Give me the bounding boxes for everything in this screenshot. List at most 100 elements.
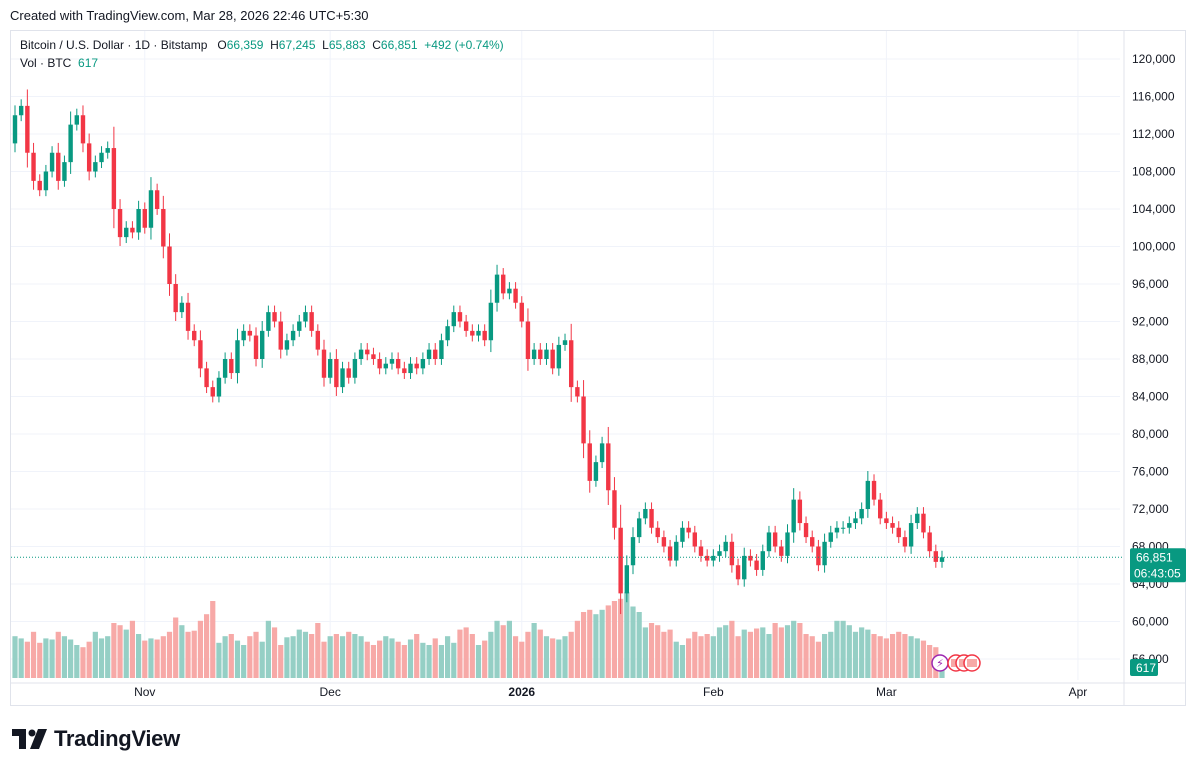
candle-body bbox=[550, 349, 555, 369]
x-tick-label: Feb bbox=[703, 685, 724, 699]
lightning-glyph-icon: ⚡ bbox=[936, 657, 944, 670]
volume-bar bbox=[778, 627, 784, 678]
volume-bar bbox=[210, 601, 216, 678]
candle-body bbox=[711, 555, 716, 561]
candle-body bbox=[476, 330, 481, 336]
candle-body bbox=[222, 359, 228, 378]
x-tick-label: 2026 bbox=[508, 685, 535, 699]
candle-body bbox=[742, 555, 747, 580]
candle-body bbox=[161, 209, 166, 247]
volume-bar bbox=[179, 625, 185, 678]
candle-body bbox=[779, 546, 784, 556]
candle-body bbox=[562, 340, 568, 345]
candle-body bbox=[519, 302, 524, 322]
candle-body bbox=[445, 326, 450, 341]
volume-bar bbox=[735, 636, 741, 678]
volume-bar bbox=[927, 645, 933, 678]
candle-body bbox=[266, 312, 271, 331]
volume-bar bbox=[791, 620, 797, 678]
candle-body bbox=[636, 518, 642, 538]
candle-body bbox=[896, 527, 901, 538]
candle-body bbox=[556, 344, 562, 369]
volume-bar bbox=[902, 634, 908, 678]
candle-body bbox=[698, 546, 704, 556]
candle-body bbox=[735, 565, 741, 580]
candle-body bbox=[686, 527, 691, 533]
candle-body bbox=[927, 532, 932, 552]
volume-bar bbox=[723, 625, 729, 678]
change-value: +492 (+0.74%) bbox=[424, 38, 504, 52]
volume-bar bbox=[593, 614, 599, 678]
volume-bar bbox=[68, 639, 74, 678]
volume-bar bbox=[389, 638, 395, 678]
volume-bar bbox=[49, 639, 55, 678]
volume-bar bbox=[407, 639, 414, 678]
candle-body bbox=[402, 368, 407, 374]
volume-bar bbox=[86, 641, 92, 678]
candle-body bbox=[80, 115, 86, 144]
high-label: H bbox=[270, 38, 279, 52]
volume-bar bbox=[438, 645, 445, 678]
candle-body bbox=[643, 509, 648, 519]
candle-body bbox=[260, 330, 265, 359]
candle-body bbox=[593, 462, 599, 481]
y-tick-label: 88,000 bbox=[1132, 352, 1169, 366]
candle-body bbox=[692, 532, 697, 547]
candle-body bbox=[420, 359, 426, 369]
candle-body bbox=[451, 312, 456, 327]
candle-body bbox=[840, 527, 846, 529]
y-tick-label: 60,000 bbox=[1132, 615, 1169, 629]
open-label: O bbox=[217, 38, 227, 52]
volume-bar bbox=[43, 638, 49, 678]
volume-bar bbox=[395, 641, 401, 678]
volume-bar bbox=[339, 636, 346, 678]
candle-body bbox=[525, 321, 531, 359]
candle-body bbox=[99, 152, 104, 163]
volume-bar bbox=[760, 627, 766, 678]
volume-bar bbox=[321, 641, 327, 678]
candle-body bbox=[853, 518, 858, 524]
candle-body bbox=[531, 349, 537, 359]
countdown-badge-text: 06:43:05 bbox=[1134, 566, 1181, 580]
candle-body bbox=[587, 443, 592, 481]
volume-bar bbox=[599, 609, 605, 678]
volume-bar bbox=[655, 625, 661, 678]
candle-body bbox=[581, 396, 586, 444]
candle-body bbox=[606, 443, 611, 491]
volume-bar bbox=[543, 636, 550, 678]
candle-body bbox=[315, 330, 321, 350]
candle-body bbox=[167, 246, 172, 284]
volume-bar bbox=[828, 631, 834, 678]
volume-bar bbox=[364, 641, 370, 678]
candle-body bbox=[130, 227, 135, 233]
candle-body bbox=[18, 105, 24, 116]
volume-bar bbox=[346, 631, 352, 678]
candle-body bbox=[729, 541, 735, 566]
candle-body bbox=[389, 359, 395, 364]
volume-bar bbox=[327, 636, 333, 678]
volume-bar bbox=[259, 641, 265, 678]
y-tick-label: 84,000 bbox=[1132, 390, 1169, 404]
candle-body bbox=[62, 162, 67, 181]
candle-body bbox=[433, 349, 438, 359]
candle-body bbox=[810, 537, 815, 547]
volume-bar bbox=[562, 636, 568, 678]
candle-body bbox=[383, 363, 388, 369]
candle-body bbox=[939, 557, 945, 562]
volume-bar bbox=[556, 639, 562, 678]
candle-body bbox=[470, 330, 475, 336]
volume-bar bbox=[766, 634, 772, 678]
volume-bar bbox=[383, 636, 389, 678]
volume-legend: Vol · BTC 617 bbox=[20, 56, 98, 70]
high-value: 67,245 bbox=[278, 38, 316, 52]
volume-bar bbox=[457, 629, 463, 678]
volume-bar bbox=[123, 629, 129, 678]
volume-bar bbox=[506, 620, 512, 678]
volume-bar bbox=[420, 642, 426, 678]
candle-body bbox=[247, 330, 253, 336]
volume-bar bbox=[809, 636, 815, 678]
candle-body bbox=[173, 284, 178, 313]
volume-bar bbox=[803, 634, 809, 678]
volume-bar bbox=[692, 631, 698, 678]
